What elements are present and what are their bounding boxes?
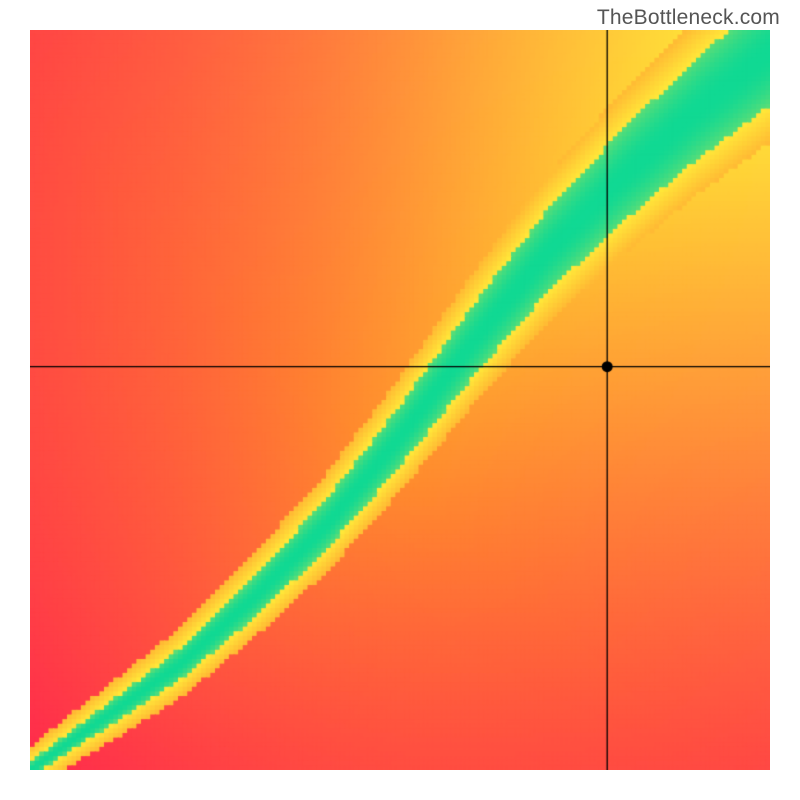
heatmap-plot (30, 30, 770, 770)
watermark-text: TheBottleneck.com (597, 6, 780, 30)
chart-container: TheBottleneck.com (0, 0, 800, 800)
heatmap-canvas (30, 30, 770, 770)
